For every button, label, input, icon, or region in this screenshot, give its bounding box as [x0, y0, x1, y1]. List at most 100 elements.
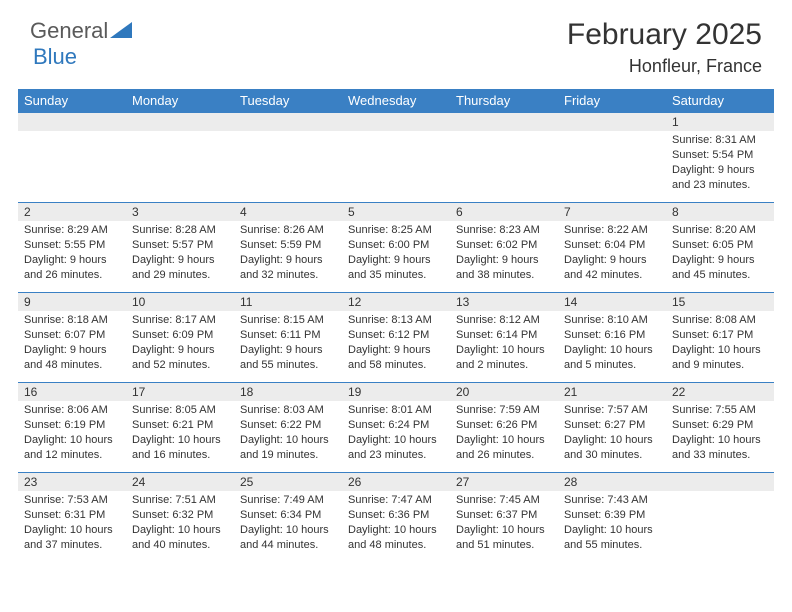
day-details: Sunrise: 8:05 AMSunset: 6:21 PMDaylight:…: [126, 401, 234, 468]
calendar-empty-cell: [342, 113, 450, 203]
day-details: Sunrise: 8:13 AMSunset: 6:12 PMDaylight:…: [342, 311, 450, 378]
daylight-text: Daylight: 10 hours and 37 minutes.: [24, 523, 120, 553]
daylight-text: Daylight: 9 hours and 48 minutes.: [24, 343, 120, 373]
day-number: [18, 113, 126, 131]
day-number: 26: [342, 473, 450, 491]
day-number: 2: [18, 203, 126, 221]
day-number: 6: [450, 203, 558, 221]
sunrise-text: Sunrise: 7:55 AM: [672, 403, 768, 418]
sunset-text: Sunset: 6:36 PM: [348, 508, 444, 523]
day-number: 9: [18, 293, 126, 311]
weekday-header: Tuesday: [234, 89, 342, 113]
day-details: [234, 131, 342, 139]
daylight-text: Daylight: 10 hours and 16 minutes.: [132, 433, 228, 463]
daylight-text: Daylight: 9 hours and 45 minutes.: [672, 253, 768, 283]
day-number: 11: [234, 293, 342, 311]
header: General February 2025 Honfleur, France: [0, 0, 792, 85]
weekday-header: Monday: [126, 89, 234, 113]
sunset-text: Sunset: 6:29 PM: [672, 418, 768, 433]
calendar-day-cell: 3Sunrise: 8:28 AMSunset: 5:57 PMDaylight…: [126, 203, 234, 293]
sunrise-text: Sunrise: 8:06 AM: [24, 403, 120, 418]
logo-triangle-icon: [110, 20, 132, 43]
calendar-day-cell: 14Sunrise: 8:10 AMSunset: 6:16 PMDayligh…: [558, 293, 666, 383]
sunset-text: Sunset: 6:07 PM: [24, 328, 120, 343]
calendar-day-cell: 25Sunrise: 7:49 AMSunset: 6:34 PMDayligh…: [234, 473, 342, 563]
day-details: Sunrise: 7:43 AMSunset: 6:39 PMDaylight:…: [558, 491, 666, 558]
sunrise-text: Sunrise: 8:25 AM: [348, 223, 444, 238]
calendar-day-cell: 22Sunrise: 7:55 AMSunset: 6:29 PMDayligh…: [666, 383, 774, 473]
calendar-day-cell: 16Sunrise: 8:06 AMSunset: 6:19 PMDayligh…: [18, 383, 126, 473]
day-details: Sunrise: 8:23 AMSunset: 6:02 PMDaylight:…: [450, 221, 558, 288]
day-number: 21: [558, 383, 666, 401]
logo-word-1: General: [30, 18, 108, 44]
sunrise-text: Sunrise: 8:28 AM: [132, 223, 228, 238]
day-details: Sunrise: 8:17 AMSunset: 6:09 PMDaylight:…: [126, 311, 234, 378]
sunset-text: Sunset: 6:27 PM: [564, 418, 660, 433]
logo: General: [30, 18, 134, 44]
day-details: Sunrise: 8:06 AMSunset: 6:19 PMDaylight:…: [18, 401, 126, 468]
sunrise-text: Sunrise: 8:03 AM: [240, 403, 336, 418]
sunrise-text: Sunrise: 8:31 AM: [672, 133, 768, 148]
day-number: 27: [450, 473, 558, 491]
day-details: Sunrise: 8:31 AMSunset: 5:54 PMDaylight:…: [666, 131, 774, 198]
sunrise-text: Sunrise: 8:01 AM: [348, 403, 444, 418]
day-number: 5: [342, 203, 450, 221]
page-title: February 2025: [567, 18, 762, 52]
sunrise-text: Sunrise: 8:08 AM: [672, 313, 768, 328]
sunrise-text: Sunrise: 7:53 AM: [24, 493, 120, 508]
day-number: 19: [342, 383, 450, 401]
daylight-text: Daylight: 10 hours and 9 minutes.: [672, 343, 768, 373]
sunset-text: Sunset: 6:00 PM: [348, 238, 444, 253]
calendar-week-row: 1Sunrise: 8:31 AMSunset: 5:54 PMDaylight…: [18, 113, 774, 203]
day-number: 13: [450, 293, 558, 311]
daylight-text: Daylight: 9 hours and 55 minutes.: [240, 343, 336, 373]
sunset-text: Sunset: 6:19 PM: [24, 418, 120, 433]
daylight-text: Daylight: 10 hours and 51 minutes.: [456, 523, 552, 553]
calendar-day-cell: 21Sunrise: 7:57 AMSunset: 6:27 PMDayligh…: [558, 383, 666, 473]
sunrise-text: Sunrise: 7:49 AM: [240, 493, 336, 508]
weekday-header: Saturday: [666, 89, 774, 113]
calendar-empty-cell: [558, 113, 666, 203]
sunset-text: Sunset: 6:26 PM: [456, 418, 552, 433]
day-details: Sunrise: 8:12 AMSunset: 6:14 PMDaylight:…: [450, 311, 558, 378]
daylight-text: Daylight: 10 hours and 40 minutes.: [132, 523, 228, 553]
day-details: Sunrise: 8:03 AMSunset: 6:22 PMDaylight:…: [234, 401, 342, 468]
calendar-day-cell: 15Sunrise: 8:08 AMSunset: 6:17 PMDayligh…: [666, 293, 774, 383]
daylight-text: Daylight: 9 hours and 38 minutes.: [456, 253, 552, 283]
day-details: [450, 131, 558, 139]
sunset-text: Sunset: 6:37 PM: [456, 508, 552, 523]
sunset-text: Sunset: 6:34 PM: [240, 508, 336, 523]
calendar-day-cell: 18Sunrise: 8:03 AMSunset: 6:22 PMDayligh…: [234, 383, 342, 473]
day-details: Sunrise: 8:25 AMSunset: 6:00 PMDaylight:…: [342, 221, 450, 288]
day-details: Sunrise: 7:47 AMSunset: 6:36 PMDaylight:…: [342, 491, 450, 558]
sunrise-text: Sunrise: 7:43 AM: [564, 493, 660, 508]
calendar-day-cell: 7Sunrise: 8:22 AMSunset: 6:04 PMDaylight…: [558, 203, 666, 293]
sunset-text: Sunset: 6:31 PM: [24, 508, 120, 523]
calendar-day-cell: 9Sunrise: 8:18 AMSunset: 6:07 PMDaylight…: [18, 293, 126, 383]
day-number: 14: [558, 293, 666, 311]
calendar-day-cell: 11Sunrise: 8:15 AMSunset: 6:11 PMDayligh…: [234, 293, 342, 383]
sunset-text: Sunset: 6:24 PM: [348, 418, 444, 433]
day-number: [450, 113, 558, 131]
daylight-text: Daylight: 10 hours and 48 minutes.: [348, 523, 444, 553]
calendar-week-row: 16Sunrise: 8:06 AMSunset: 6:19 PMDayligh…: [18, 383, 774, 473]
day-details: Sunrise: 8:29 AMSunset: 5:55 PMDaylight:…: [18, 221, 126, 288]
daylight-text: Daylight: 9 hours and 42 minutes.: [564, 253, 660, 283]
day-details: [558, 131, 666, 139]
daylight-text: Daylight: 10 hours and 55 minutes.: [564, 523, 660, 553]
sunrise-text: Sunrise: 8:13 AM: [348, 313, 444, 328]
calendar-day-cell: 17Sunrise: 8:05 AMSunset: 6:21 PMDayligh…: [126, 383, 234, 473]
calendar-day-cell: 5Sunrise: 8:25 AMSunset: 6:00 PMDaylight…: [342, 203, 450, 293]
calendar-day-cell: 13Sunrise: 8:12 AMSunset: 6:14 PMDayligh…: [450, 293, 558, 383]
day-number: 7: [558, 203, 666, 221]
daylight-text: Daylight: 10 hours and 23 minutes.: [348, 433, 444, 463]
weekday-header: Friday: [558, 89, 666, 113]
title-block: February 2025 Honfleur, France: [567, 18, 762, 77]
weekday-row: SundayMondayTuesdayWednesdayThursdayFrid…: [18, 89, 774, 113]
daylight-text: Daylight: 9 hours and 26 minutes.: [24, 253, 120, 283]
daylight-text: Daylight: 10 hours and 5 minutes.: [564, 343, 660, 373]
calendar-empty-cell: [450, 113, 558, 203]
calendar-day-cell: 23Sunrise: 7:53 AMSunset: 6:31 PMDayligh…: [18, 473, 126, 563]
daylight-text: Daylight: 9 hours and 52 minutes.: [132, 343, 228, 373]
daylight-text: Daylight: 10 hours and 2 minutes.: [456, 343, 552, 373]
